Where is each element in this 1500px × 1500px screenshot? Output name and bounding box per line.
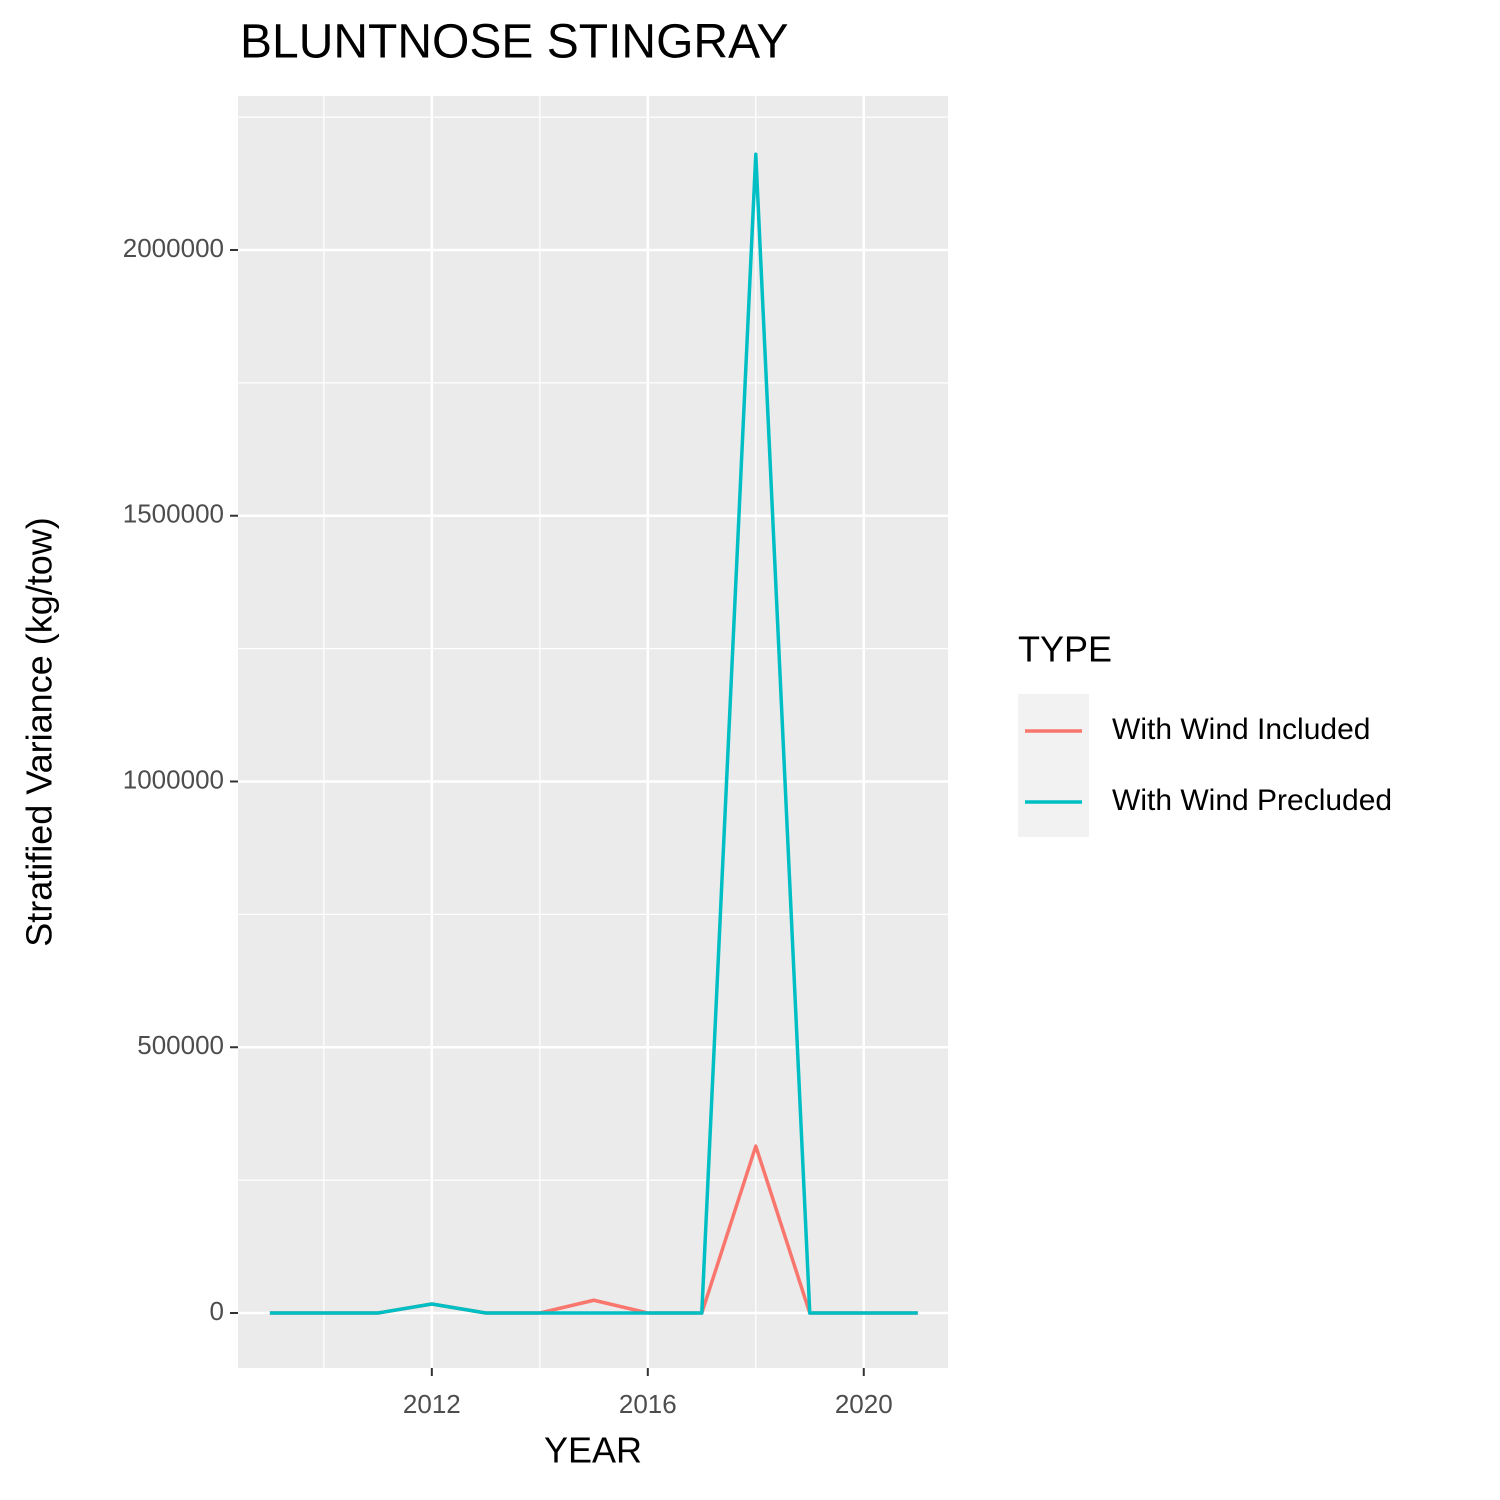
x-axis-title: YEAR: [544, 1430, 642, 1471]
data-line: [269, 152, 918, 1315]
y-tick-label: 500000: [137, 1030, 224, 1060]
y-axis-title: Stratified Variance (kg/tow): [19, 517, 60, 947]
plot-panel: [238, 96, 948, 1368]
x-tick-label: 2016: [619, 1389, 677, 1419]
legend-label: With Wind Precluded: [1112, 784, 1392, 817]
legend-title: TYPE: [1018, 629, 1112, 670]
y-tick-label: 2000000: [123, 233, 224, 263]
x-tick-label: 2012: [403, 1389, 461, 1419]
y-tick-label: 1500000: [123, 499, 224, 529]
y-tick-label: 1000000: [123, 764, 224, 794]
x-tick-label: 2020: [835, 1389, 893, 1419]
legend-key-background: [1018, 694, 1089, 837]
y-tick-label: 0: [210, 1296, 224, 1326]
legend-label: With Wind Included: [1112, 713, 1370, 746]
chart-title: BLUNTNOSE STINGRAY: [240, 16, 789, 69]
